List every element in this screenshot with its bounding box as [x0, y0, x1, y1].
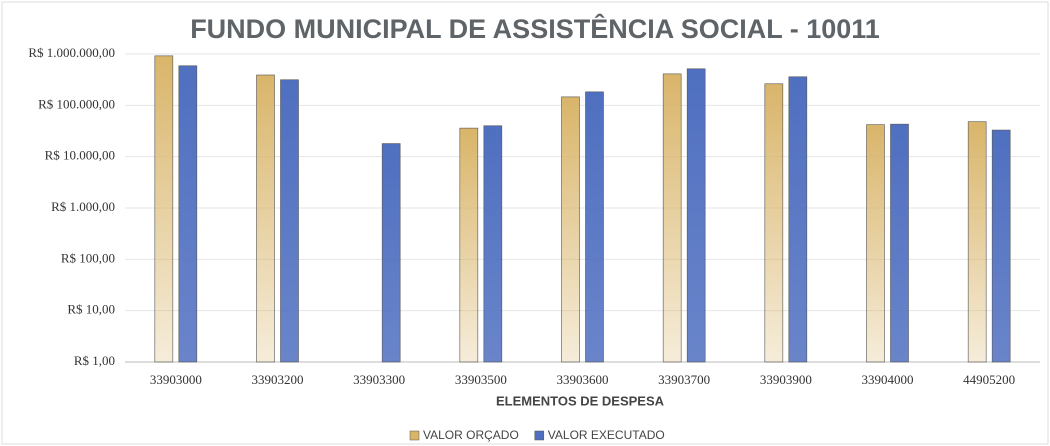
bar	[866, 124, 885, 363]
bar	[662, 73, 682, 363]
x-tick-label: 33903500	[455, 372, 507, 387]
y-tick-label: R$ 100,00	[61, 250, 115, 265]
legend-label: VALOR EXECUTADO	[548, 428, 665, 442]
y-tick-label: R$ 1.000,00	[51, 199, 115, 214]
legend-label: VALOR ORÇADO	[423, 428, 519, 442]
y-tick-label: R$ 1.000.000,00	[28, 45, 115, 60]
x-tick-label: 33903000	[150, 372, 202, 387]
bar	[585, 91, 604, 363]
y-tick-label: R$ 1,00	[74, 353, 115, 368]
bar	[561, 96, 580, 363]
bar	[178, 65, 198, 363]
x-tick-label: 33903900	[760, 372, 812, 387]
bar	[991, 129, 1011, 363]
x-axis-title: ELEMENTOS DE DESPESA	[496, 393, 665, 408]
bar	[280, 79, 299, 363]
y-tick-label: R$ 100.000,00	[38, 96, 115, 111]
x-tick-label: 33903200	[252, 372, 304, 387]
x-tick-label: 33903600	[557, 372, 609, 387]
bar	[764, 83, 784, 363]
bar	[967, 121, 987, 363]
bar	[483, 125, 503, 363]
bar	[154, 55, 174, 363]
bar	[788, 76, 808, 363]
x-tick-label: 33904000	[862, 372, 914, 387]
bar	[256, 74, 275, 363]
legend-swatch	[409, 430, 420, 441]
x-tick-label: 33903700	[658, 372, 710, 387]
bar	[686, 68, 706, 363]
x-tick-label: 33903300	[353, 372, 405, 387]
x-tick-label: 44905200	[963, 372, 1015, 387]
legend-swatch	[534, 430, 545, 441]
bar	[890, 123, 909, 363]
chart-title: FUNDO MUNICIPAL DE ASSISTÊNCIA SOCIAL - …	[190, 13, 880, 44]
y-tick-label: R$ 10.000,00	[45, 148, 115, 163]
bar	[459, 127, 479, 363]
bar	[381, 143, 401, 363]
y-tick-label: R$ 10,00	[67, 302, 115, 317]
